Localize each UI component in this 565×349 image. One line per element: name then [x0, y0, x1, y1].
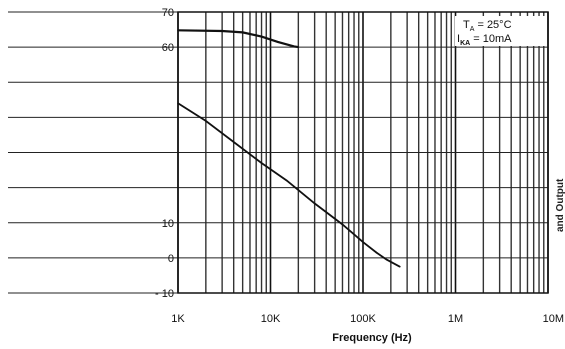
y-tick-label: 60: [162, 42, 174, 54]
plot-frame: [177, 11, 549, 294]
y-tick-labels: 70 60 10 0 - 10: [155, 7, 174, 300]
x-tick-label: 1K: [171, 313, 185, 325]
y-tick-label: 0: [168, 253, 174, 265]
series-point: [293, 45, 295, 48]
series-point: [285, 179, 288, 182]
series-point: [205, 120, 207, 122]
y-tick-label: 70: [162, 7, 174, 19]
series-point: [232, 141, 235, 143]
x-axis-label: Frequency (Hz): [332, 332, 412, 344]
series-point: [313, 202, 316, 205]
major-grid: [8, 11, 549, 294]
series-line-1: [177, 29, 299, 49]
ta-condition: TA = 25°C: [463, 19, 512, 33]
x-tick-label: 100K: [350, 313, 376, 325]
ika-condition: IKA = 10mA: [457, 33, 512, 47]
series-line-2: [177, 102, 401, 268]
series-point: [177, 29, 179, 32]
y-axis-label-partial: and Output: [555, 178, 565, 232]
conditions-box: TA = 25°C IKA = 10mA: [455, 16, 547, 47]
series-point: [297, 46, 300, 48]
y-tick-label: 10: [162, 218, 174, 230]
series-point: [375, 251, 378, 254]
series-point: [221, 30, 223, 32]
series-point: [260, 162, 263, 164]
series-point: [399, 265, 401, 268]
series-point: [362, 241, 364, 243]
series-point: [177, 102, 179, 105]
series-point: [341, 223, 344, 226]
series-point: [241, 31, 244, 34]
series-layer: [177, 29, 401, 268]
x-tick-label: 10K: [261, 313, 281, 325]
series-point: [385, 258, 388, 261]
series-point: [277, 41, 279, 43]
series-point: [260, 35, 263, 38]
x-tick-labels: 1K 10K 100K 1M 10M: [171, 313, 564, 325]
x-tick-label: 1M: [448, 313, 463, 325]
x-tick-label: 10M: [543, 313, 564, 325]
y-tick-label: - 10: [155, 288, 174, 300]
